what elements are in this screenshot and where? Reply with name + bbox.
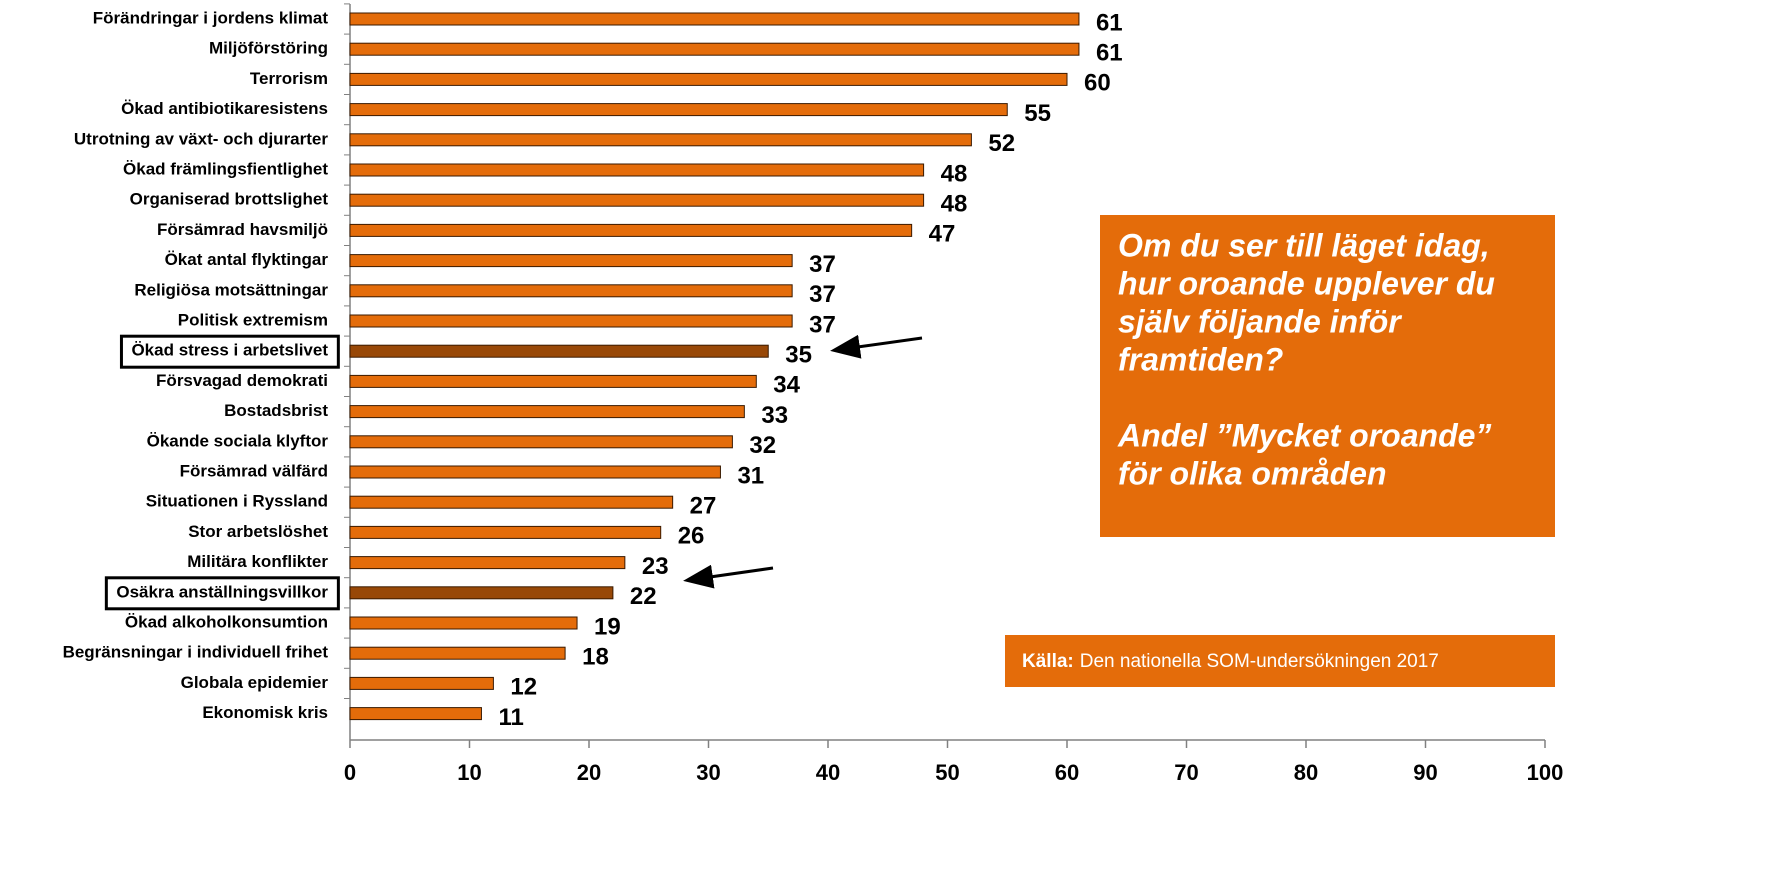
x-tick-label: 0 <box>344 760 356 785</box>
annotation-line: Om du ser till läget idag, <box>1118 227 1490 263</box>
annotation-line: Andel ”Mycket oroande” <box>1117 417 1491 453</box>
bar <box>349 676 494 690</box>
value-label: 19 <box>594 613 621 640</box>
value-label: 48 <box>941 160 968 187</box>
category-label: Förändringar i jordens klimat <box>93 8 329 27</box>
bar <box>349 707 482 721</box>
category-label: Stor arbetslöshet <box>188 522 328 541</box>
x-tick-label: 100 <box>1527 760 1564 785</box>
category-label: Ökat antal flyktingar <box>165 250 329 269</box>
x-tick-label: 90 <box>1413 760 1437 785</box>
annotation-line: hur oroande upplever du <box>1118 265 1495 301</box>
x-tick-label: 20 <box>577 760 601 785</box>
bar <box>349 495 674 509</box>
value-label: 12 <box>510 674 537 701</box>
category-label: Ökad alkoholkonsumtion <box>125 612 328 631</box>
bar <box>349 103 1008 117</box>
bar <box>349 284 793 298</box>
value-label: 11 <box>498 704 523 731</box>
category-label: Ökad stress i arbetslivet <box>131 341 328 360</box>
x-tick-label: 50 <box>935 760 959 785</box>
category-label: Försämrad havsmiljö <box>157 220 328 239</box>
highlight-box <box>104 576 340 611</box>
bar <box>349 12 1080 26</box>
value-label: 60 <box>1084 70 1111 97</box>
bar <box>349 344 769 358</box>
value-label: 52 <box>988 130 1015 157</box>
highlight-box <box>119 334 340 369</box>
bar <box>349 72 1068 86</box>
category-label: Osäkra anställningsvillkor <box>116 582 328 601</box>
value-label: 61 <box>1096 9 1123 36</box>
category-label: Organiserad brottslighet <box>130 190 329 209</box>
category-label: Bostadsbrist <box>224 401 328 420</box>
source-text: Den nationella SOM-undersökningen 2017 <box>1080 651 1439 672</box>
annotation-line: framtiden? <box>1118 341 1283 377</box>
bar <box>349 254 793 268</box>
value-label: 27 <box>690 493 717 520</box>
annotation-line: själv följande inför <box>1118 303 1402 339</box>
value-label: 22 <box>630 583 657 610</box>
bar <box>349 616 578 630</box>
source-label: Källa: <box>1022 651 1074 672</box>
category-label: Situationen i Ryssland <box>146 492 328 511</box>
category-label: Ökande sociala klyftor <box>147 431 329 450</box>
value-label: 31 <box>737 462 764 489</box>
category-label: Ökad främlingsfientlighet <box>123 159 328 178</box>
value-label: 34 <box>773 372 800 399</box>
value-label: 23 <box>642 553 669 580</box>
bar <box>349 405 745 419</box>
x-tick-label: 30 <box>696 760 720 785</box>
arrow <box>830 334 923 359</box>
value-label: 37 <box>809 281 836 308</box>
source-box <box>1005 635 1555 687</box>
category-label: Militära konflikter <box>187 552 328 571</box>
value-label: 35 <box>785 342 812 369</box>
category-label: Ökad antibiotikaresistens <box>121 99 328 118</box>
value-label: 48 <box>941 191 968 218</box>
bar <box>349 525 662 539</box>
source: Källa: Den nationella SOM-undersökningen … <box>1022 651 1439 672</box>
value-label: 47 <box>929 221 956 248</box>
x-tick-label: 10 <box>457 760 481 785</box>
value-label: 55 <box>1024 100 1051 127</box>
bar <box>349 133 972 147</box>
x-tick-label: 60 <box>1055 760 1079 785</box>
bar <box>349 465 721 479</box>
category-label: Miljöförstöring <box>209 39 328 58</box>
bar <box>349 223 913 237</box>
value-label: 32 <box>749 432 776 459</box>
category-label: Ekonomisk kris <box>202 703 328 722</box>
annotation-line: för olika områden <box>1118 455 1387 491</box>
bar <box>349 193 925 207</box>
value-label: 61 <box>1096 40 1123 67</box>
value-label: 37 <box>809 311 836 338</box>
bar <box>349 435 733 449</box>
x-tick-label: 80 <box>1294 760 1318 785</box>
bar <box>349 314 793 328</box>
category-label: Begränsningar i individuell frihet <box>63 643 329 662</box>
bar <box>349 586 614 600</box>
category-label: Utrotning av växt- och djurarter <box>74 129 328 148</box>
x-tick-label: 70 <box>1174 760 1198 785</box>
value-label: 37 <box>809 251 836 278</box>
category-label: Terrorism <box>250 69 328 88</box>
annotation-box <box>1100 215 1555 537</box>
value-label: 26 <box>678 523 705 550</box>
bar <box>349 374 757 388</box>
arrow <box>683 564 774 589</box>
x-tick-label: 40 <box>816 760 840 785</box>
category-label: Religiösa motsättningar <box>134 280 328 299</box>
bar <box>349 42 1080 56</box>
bar <box>349 646 566 660</box>
category-label: Försvagad demokrati <box>156 371 328 390</box>
bar <box>349 556 626 570</box>
value-label: 33 <box>761 402 788 429</box>
value-label: 18 <box>582 644 609 671</box>
bar <box>349 163 925 177</box>
category-label: Globala epidemier <box>181 673 329 692</box>
category-label: Försämrad välfärd <box>180 461 328 480</box>
category-label: Politisk extremism <box>178 310 328 329</box>
